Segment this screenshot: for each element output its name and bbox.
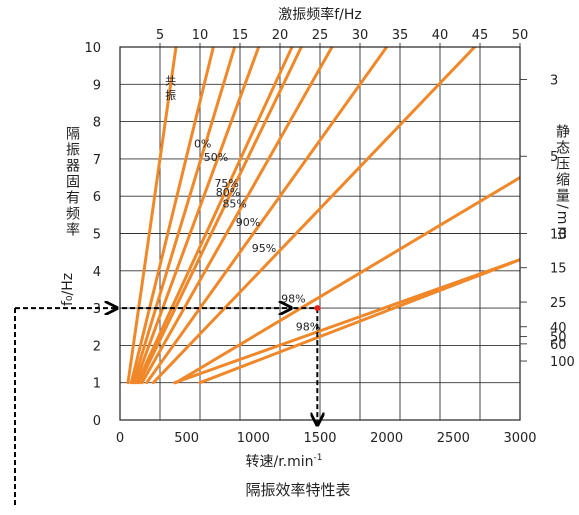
top-tick-label: 25 xyxy=(312,28,329,43)
y-tick-label: 5 xyxy=(93,228,101,243)
grid xyxy=(120,47,521,420)
right-tick-label: 40 xyxy=(550,321,567,336)
series-line-1 xyxy=(126,47,178,385)
series-line-3 xyxy=(131,47,237,385)
series-line-9 xyxy=(151,47,477,385)
operating-point-marker xyxy=(314,305,321,312)
x-tick-label: 500 xyxy=(174,431,199,446)
series-line-2 xyxy=(129,47,215,385)
x-tick-label: 3000 xyxy=(503,431,536,446)
reading-guides xyxy=(14,305,321,505)
annotation-labels: 共振 0%50% 75%80%85% 90% 95% 98% 98% xyxy=(165,74,320,333)
efficiency-label: 98% xyxy=(296,320,320,333)
x-tick-label: 2500 xyxy=(437,431,470,446)
series-line-10 xyxy=(174,176,520,385)
series-line-11 xyxy=(173,258,520,385)
series-line-4 xyxy=(133,47,261,385)
series-line-6 xyxy=(137,47,303,385)
y-tick-label: 3 xyxy=(93,302,101,317)
x-tick-label: 1000 xyxy=(237,431,270,446)
x-tick-label: 1500 xyxy=(303,431,336,446)
x-tick-label: 2000 xyxy=(370,431,403,446)
top-tick-label: 50 xyxy=(512,28,529,43)
right-axis-title: 静态压缩量/mm xyxy=(554,124,570,242)
top-tick-label: 20 xyxy=(272,28,289,43)
y-tick-label: 0 xyxy=(93,414,101,429)
series-line-7 xyxy=(140,47,334,385)
right-tick-label: 10 xyxy=(550,228,567,243)
series-line-8 xyxy=(145,47,389,385)
y-tick-label: 1 xyxy=(93,377,101,392)
top-axis-title: 激振频率f/Hz xyxy=(278,6,362,23)
right-tick-label: 15 xyxy=(550,262,567,277)
left-axis-unit: f₀/Hz xyxy=(60,273,76,306)
top-tick-label: 35 xyxy=(392,28,409,43)
efficiency-label: 85% xyxy=(222,197,246,210)
top-tick-label: 10 xyxy=(192,28,209,43)
efficiency-label: 共 xyxy=(165,74,176,87)
right-tick-label: 60 xyxy=(550,338,567,353)
efficiency-label: 98% xyxy=(281,293,305,306)
top-tick-label: 15 xyxy=(232,28,249,43)
y-tick-label: 2 xyxy=(93,339,101,354)
y-tick-label: 4 xyxy=(93,265,101,280)
top-tick-label: 45 xyxy=(472,28,489,43)
efficiency-label: 75% xyxy=(214,177,238,190)
right-tick-label: 25 xyxy=(550,296,567,311)
bottom-axis-title: 转速/r.min-1 xyxy=(245,453,322,470)
right-tick-label: 50 xyxy=(550,331,567,346)
efficiency-label: 95% xyxy=(252,242,276,255)
top-tick-label: 30 xyxy=(352,28,369,43)
efficiency-label: 80% xyxy=(216,186,240,199)
x-tick-label: 0 xyxy=(116,431,124,446)
right-tick-label: 3 xyxy=(550,73,558,88)
chart-title: 隔振效率特性表 xyxy=(245,481,350,499)
right-tick-label: 5 xyxy=(550,150,558,165)
efficiency-label: 50% xyxy=(204,151,228,164)
y-tick-label: 6 xyxy=(93,190,101,205)
top-tick-label: 40 xyxy=(432,28,449,43)
top-tick-label: 5 xyxy=(156,28,164,43)
y-tick-label: 7 xyxy=(93,153,101,168)
y-tick-label: 10 xyxy=(84,41,101,56)
series-line-5 xyxy=(135,47,294,385)
y-tick-label: 8 xyxy=(93,116,101,131)
series-line-12 xyxy=(198,258,520,385)
series-group xyxy=(126,47,520,385)
bottom-axis-title-main: 转速/r.min xyxy=(245,454,313,470)
left-axis-title: 隔振器固有频率 xyxy=(64,126,80,238)
y-tick-label: 9 xyxy=(93,78,101,93)
efficiency-label: 振 xyxy=(165,88,176,102)
efficiency-label: 90% xyxy=(236,216,260,229)
efficiency-label: 0% xyxy=(194,138,211,151)
right-tick-label: 100 xyxy=(550,355,575,370)
bottom-axis-title-sup: -1 xyxy=(314,453,323,463)
